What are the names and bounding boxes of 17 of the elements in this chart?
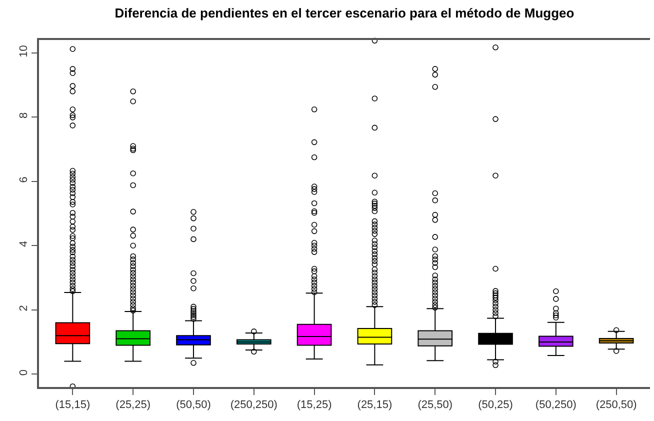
y-tick-label: 0 xyxy=(18,369,30,376)
x-tick-label: (50,250) xyxy=(535,398,576,411)
x-tick-label: (15,15) xyxy=(55,398,90,411)
x-tick-label: (50,25) xyxy=(478,398,513,411)
y-tick-label: 4 xyxy=(18,240,30,248)
y-tick-label: 10 xyxy=(18,45,30,58)
y-tick-label: 2 xyxy=(18,305,30,312)
y-tick-label: 8 xyxy=(18,112,30,119)
x-tick-label: (15,25) xyxy=(296,398,332,411)
x-tick-label: (250,250) xyxy=(230,398,278,411)
x-tick-label: (25,15) xyxy=(357,398,392,411)
chart-title: Diferencia de pendientes en el tercer escenario para el método de Muggeo xyxy=(114,6,574,21)
x-tick-label: (50,50) xyxy=(176,398,211,411)
y-tick-label: 6 xyxy=(18,176,30,183)
x-tick-label: (25,25) xyxy=(116,398,151,411)
x-tick-label: (250,50) xyxy=(596,398,637,411)
x-tick-label: (25,50) xyxy=(418,398,453,411)
